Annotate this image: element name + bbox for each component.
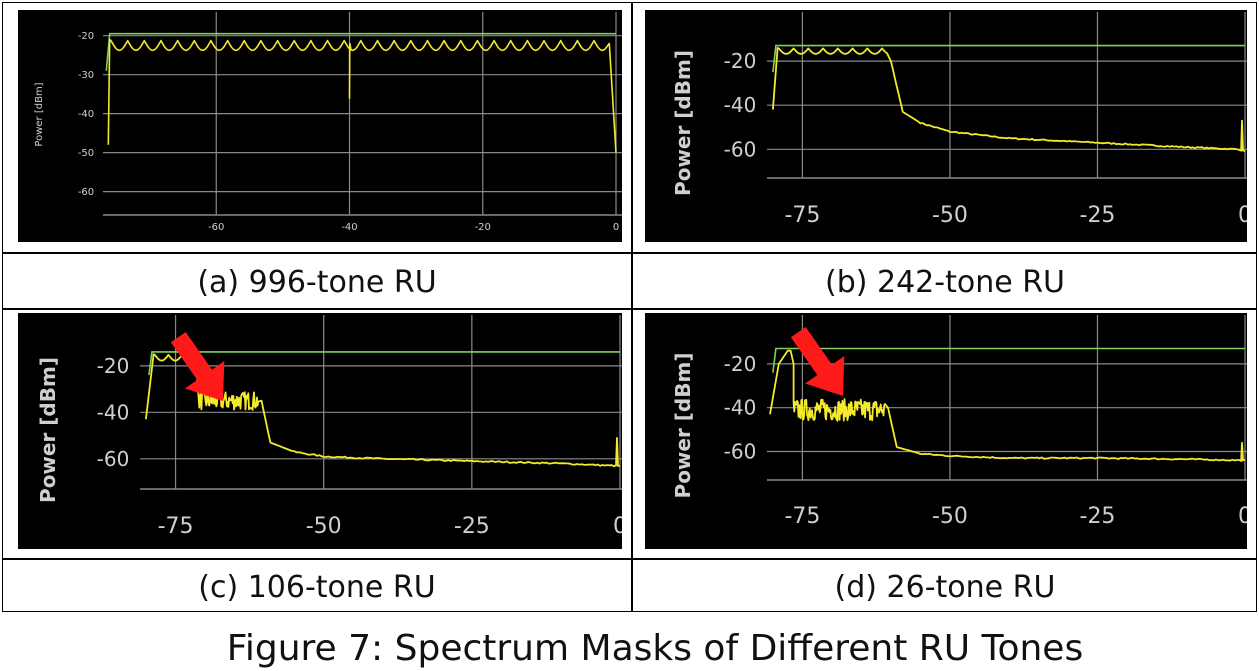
x-tick-label: -60 <box>208 222 224 233</box>
y-tick-label: -20 <box>97 354 130 378</box>
spectrum-mask-line <box>148 351 620 376</box>
y-tick-label: -50 <box>78 148 94 159</box>
spectrum-trace <box>772 47 1246 153</box>
panel-caption-d: (d) 26-tone RU <box>834 570 1056 605</box>
x-tick-label: -25 <box>1080 504 1116 529</box>
figure-caption: Figure 7: Spectrum Masks of Different RU… <box>226 628 1084 669</box>
y-tick-label: -60 <box>78 187 94 198</box>
spectrum-mask-line <box>772 44 1245 73</box>
red-arrow-icon <box>170 331 225 401</box>
chart-panel-d: -20 -40 -60 -75 -50 -25 0 Power [dBm] <box>645 313 1247 549</box>
y-axis-label: Power [dBm] <box>34 82 45 146</box>
y-axis-label: Power [dBm] <box>671 353 695 499</box>
x-tick-label: -75 <box>784 504 820 529</box>
y-axis-label: Power [dBm] <box>671 50 695 196</box>
red-arrow-shape <box>790 326 845 396</box>
table-divider-row3 <box>3 558 1256 560</box>
x-tick-label: -75 <box>784 203 820 228</box>
figure-table <box>2 2 1257 612</box>
table-divider-row2 <box>3 308 1256 310</box>
y-tick-label: -30 <box>78 70 94 81</box>
x-tick-label: 0 <box>613 514 622 539</box>
spectrum-chart: -20 -30 -40 -50 -60 -60 -40 -20 0 Power [dBm] <box>34 12 622 233</box>
panel-caption-b: (b) 242-tone RU <box>825 265 1065 300</box>
x-tick-label: -20 <box>475 222 491 233</box>
x-tick-label: -40 <box>341 222 357 233</box>
x-tick-label: -25 <box>1080 203 1116 228</box>
x-tick-label: -50 <box>932 504 968 529</box>
x-tick-label: 0 <box>613 222 619 233</box>
chart-panel-a: -20 -30 -40 -50 -60 -60 -40 -20 0 Power [dBm] <box>18 10 622 242</box>
chart-panel-b: -20 -40 -60 -75 -50 -25 0 Power [dBm] <box>645 10 1247 242</box>
panel-caption-a: (a) 996-tone RU <box>197 265 437 300</box>
y-tick-label: -40 <box>97 400 130 424</box>
y-tick-label: -40 <box>724 396 757 420</box>
y-tick-label: -40 <box>724 93 757 117</box>
chart-panel-c: -20 -40 -60 -75 -50 -25 0 Power [dBm] <box>18 313 622 549</box>
spectrum-trace <box>145 353 620 468</box>
x-tick-label: 0 <box>1238 203 1247 228</box>
y-tick-label: -20 <box>724 352 757 376</box>
red-arrow-shape <box>170 331 225 401</box>
spectrum-trace <box>769 349 1246 462</box>
x-tick-label: -75 <box>158 514 194 539</box>
y-tick-label: -20 <box>724 49 757 73</box>
y-axis-label: Power [dBm] <box>36 357 60 503</box>
table-divider-row1 <box>3 252 1256 254</box>
x-tick-label: -25 <box>454 514 490 539</box>
spectrum-trace <box>107 38 617 153</box>
red-arrow-icon <box>790 326 845 396</box>
x-tick-label: 0 <box>1238 504 1247 529</box>
spectrum-mask-line <box>772 347 1245 373</box>
panel-caption-c: (c) 106-tone RU <box>198 570 436 605</box>
table-divider-vertical <box>631 3 633 611</box>
y-tick-label: -60 <box>724 440 757 464</box>
y-tick-label: -20 <box>78 31 94 42</box>
spectrum-chart: -20 -40 -60 -75 -50 -25 0 Power [dBm] <box>671 315 1247 529</box>
y-tick-label: -60 <box>97 447 130 471</box>
y-tick-label: -60 <box>724 137 757 161</box>
spectrum-chart: -20 -40 -60 -75 -50 -25 0 Power [dBm] <box>671 12 1247 228</box>
x-tick-label: -50 <box>932 203 968 228</box>
spectrum-chart: -20 -40 -60 -75 -50 -25 0 Power [dBm] <box>36 315 622 539</box>
x-tick-label: -50 <box>306 514 342 539</box>
spectrum-mask-line <box>105 32 616 71</box>
y-tick-label: -40 <box>78 109 94 120</box>
